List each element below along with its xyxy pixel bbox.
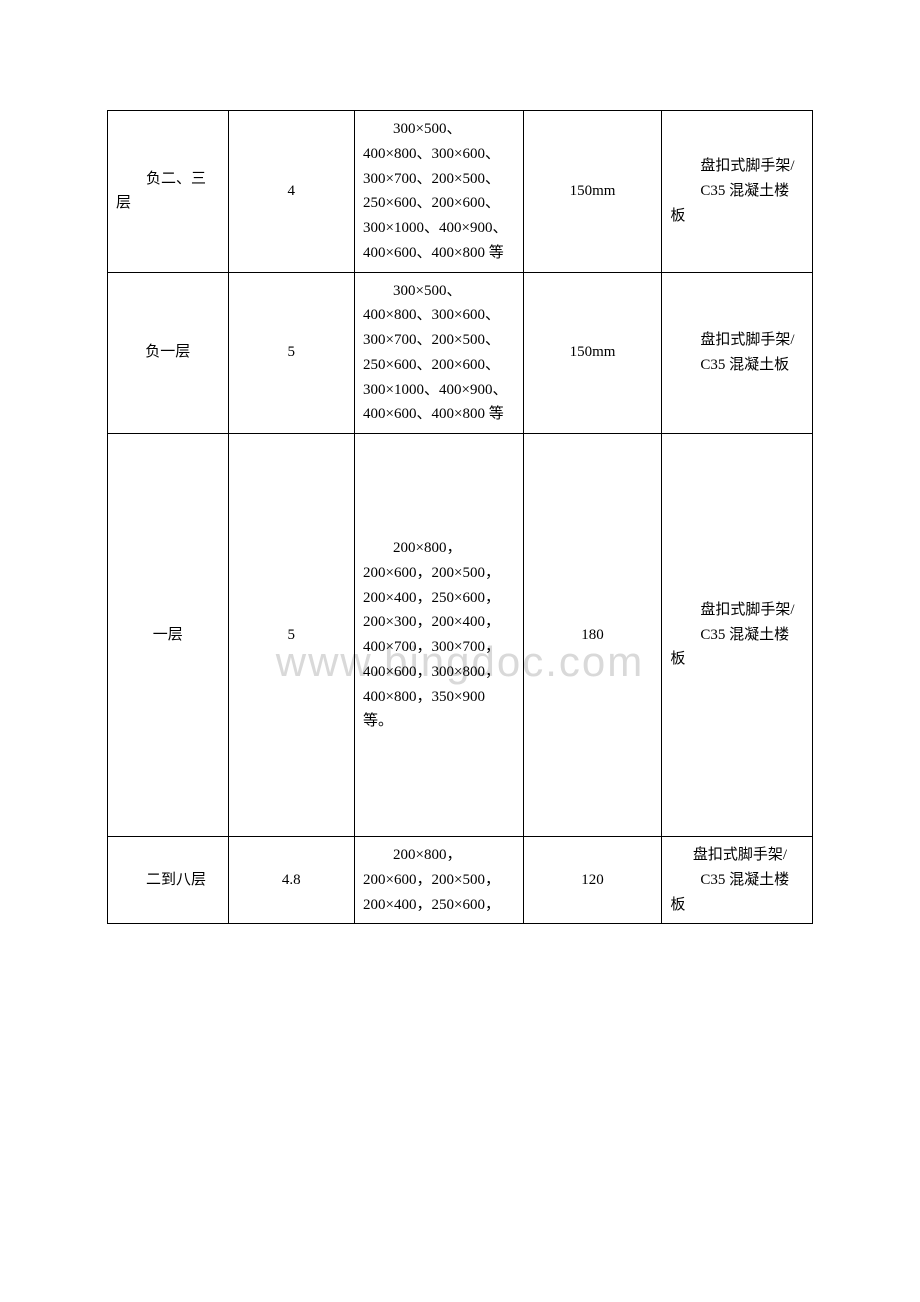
cell-height: 4.8: [228, 837, 355, 924]
beams-text: 300×500、400×800、300×600、300×700、200×500、…: [363, 279, 515, 428]
floor-text: 二到八层: [116, 868, 220, 893]
cell-beams: 200×800，200×600，200×500，200×400，250×600，…: [355, 434, 524, 837]
beams-text: 200×800，200×600，200×500，200×400，250×600，: [363, 843, 515, 917]
cell-remark: 盘扣式脚手架/ C35 混凝土楼板: [662, 111, 813, 273]
spec-table: 负二、三层 4 300×500、400×800、300×600、300×700、…: [107, 110, 813, 924]
cell-slab: 150mm: [523, 272, 662, 434]
table-row: 负一层 5 300×500、400×800、300×600、300×700、20…: [108, 272, 813, 434]
cell-slab: 150mm: [523, 111, 662, 273]
remark-bottom: C35 混凝土楼板: [670, 868, 804, 918]
remark-top: 盘扣式脚手架/: [670, 843, 804, 868]
cell-beams: 300×500、400×800、300×600、300×700、200×500、…: [355, 272, 524, 434]
cell-beams: 200×800，200×600，200×500，200×400，250×600，: [355, 837, 524, 924]
cell-remark: 盘扣式脚手架/ C35 混凝土板: [662, 272, 813, 434]
floor-text: 负二、三层: [116, 167, 220, 217]
cell-remark: 盘扣式脚手架/ C35 混凝土楼板: [662, 434, 813, 837]
table-row: 一层 5 200×800，200×600，200×500，200×400，250…: [108, 434, 813, 837]
cell-height: 5: [228, 272, 355, 434]
document-page: 负二、三层 4 300×500、400×800、300×600、300×700、…: [0, 0, 920, 924]
beams-text: 200×800，200×600，200×500，200×400，250×600，…: [363, 536, 515, 734]
cell-height: 5: [228, 434, 355, 837]
cell-floor: 负一层: [108, 272, 229, 434]
cell-slab: 180: [523, 434, 662, 837]
remark-top: 盘扣式脚手架/: [670, 598, 804, 623]
remark-top: 盘扣式脚手架/: [670, 328, 804, 353]
cell-slab: 120: [523, 837, 662, 924]
cell-remark: 盘扣式脚手架/ C35 混凝土楼板: [662, 837, 813, 924]
cell-beams: 300×500、400×800、300×600、300×700、200×500、…: [355, 111, 524, 273]
table-row: 二到八层 4.8 200×800，200×600，200×500，200×400…: [108, 837, 813, 924]
remark-bottom: C35 混凝土楼板: [670, 179, 804, 229]
table-row: 负二、三层 4 300×500、400×800、300×600、300×700、…: [108, 111, 813, 273]
cell-floor: 负二、三层: [108, 111, 229, 273]
remark-bottom: C35 混凝土板: [670, 353, 804, 378]
remark-top: 盘扣式脚手架/: [670, 154, 804, 179]
cell-floor: 一层: [108, 434, 229, 837]
beams-text: 300×500、400×800、300×600、300×700、200×500、…: [363, 117, 515, 266]
cell-floor: 二到八层: [108, 837, 229, 924]
cell-height: 4: [228, 111, 355, 273]
remark-bottom: C35 混凝土楼板: [670, 623, 804, 673]
